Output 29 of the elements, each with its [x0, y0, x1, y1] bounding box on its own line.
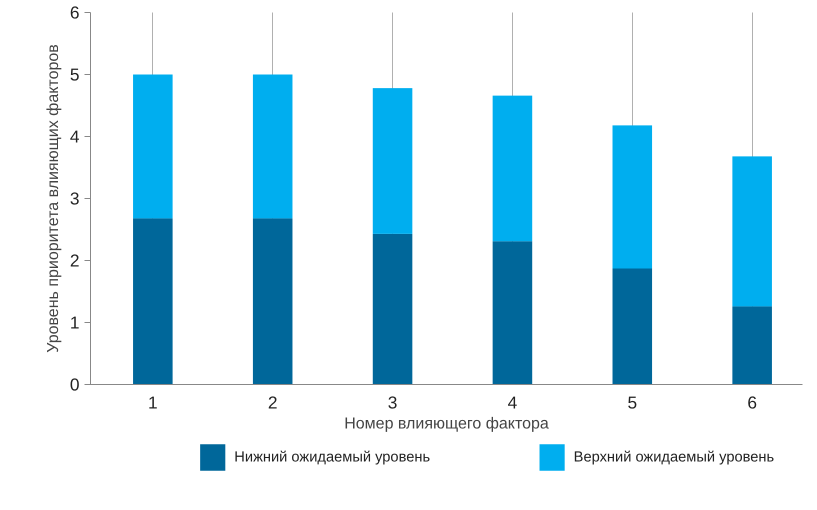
- bar: [732, 156, 772, 306]
- y-tick-label: 2: [70, 250, 80, 270]
- bar: [372, 234, 412, 384]
- bar: [252, 74, 292, 218]
- y-tick-label: 3: [70, 188, 80, 208]
- legend-label: Верхний ожидаемый уровень: [574, 450, 774, 466]
- x-tick-label: 5: [627, 392, 638, 412]
- x-tick-label: 1: [148, 392, 158, 412]
- bar: [612, 125, 652, 269]
- bar: [252, 218, 292, 384]
- x-axis-title: Номер влияющего фактора: [344, 416, 549, 432]
- x-tick-label: 2: [268, 392, 278, 412]
- bar: [492, 241, 532, 384]
- y-tick-label: 0: [70, 374, 80, 394]
- legend-label: Нижний ожидаемый уровень: [234, 450, 430, 466]
- bar: [612, 268, 652, 384]
- x-tick-label: 3: [388, 392, 398, 412]
- y-tick-label: 6: [70, 2, 80, 22]
- y-axis-title: Уровень приоритета влияющих факторов: [44, 44, 62, 353]
- x-tick-label: 4: [508, 392, 518, 412]
- bar: [492, 96, 532, 242]
- x-tick-label: 6: [747, 392, 757, 412]
- y-tick-label: 4: [70, 126, 80, 146]
- bar: [372, 88, 412, 234]
- bar: [732, 306, 772, 384]
- y-tick-label: 5: [70, 64, 80, 84]
- bar: [133, 74, 173, 218]
- bar: [133, 218, 173, 384]
- y-tick-label: 1: [70, 312, 80, 332]
